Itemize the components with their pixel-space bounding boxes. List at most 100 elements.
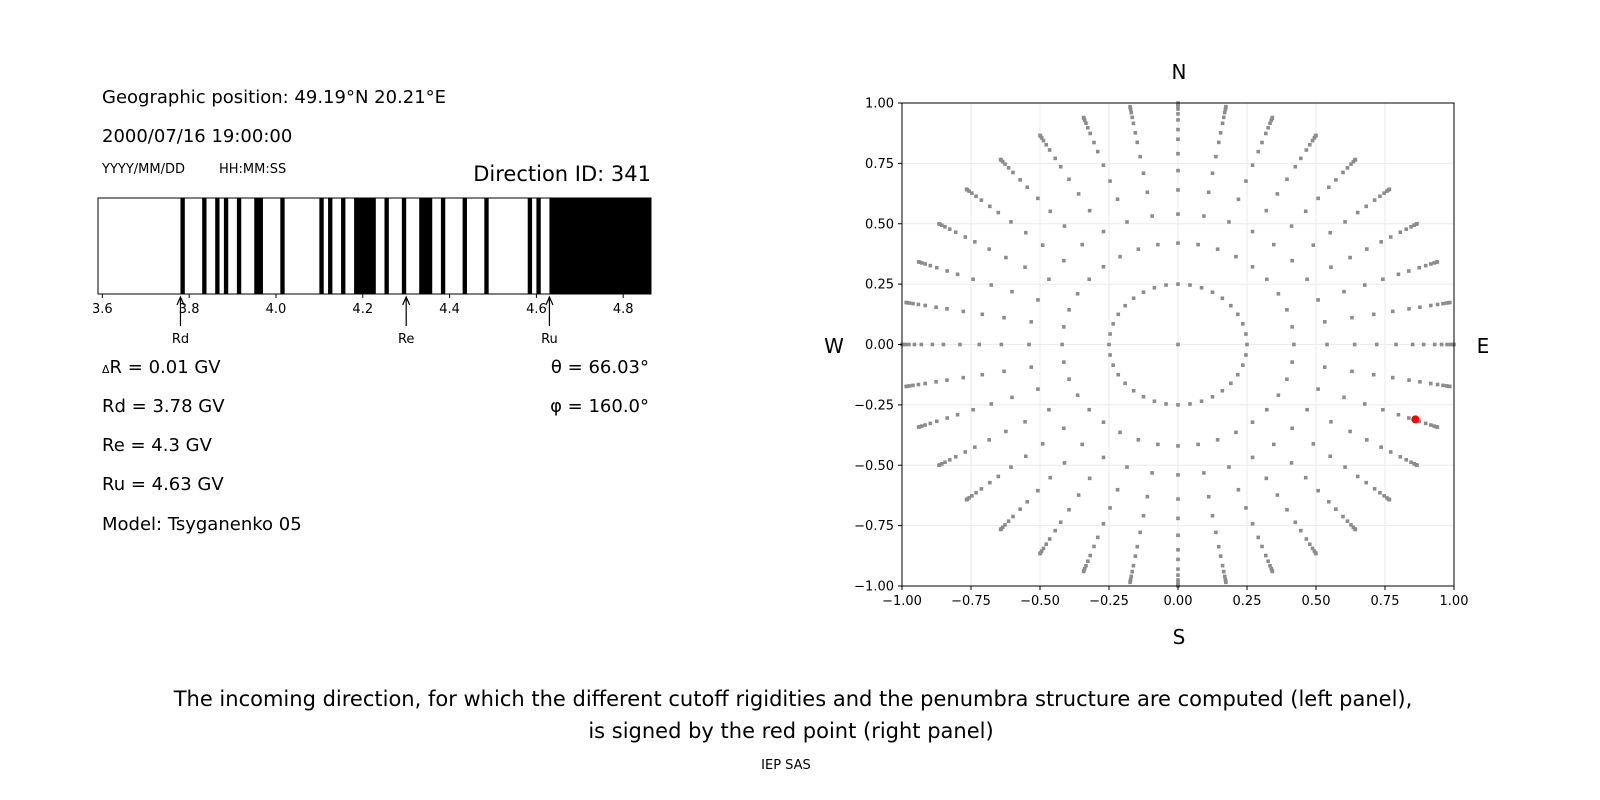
direction-point bbox=[1396, 272, 1401, 277]
direction-point bbox=[1210, 290, 1215, 295]
selected-direction-point bbox=[1411, 415, 1420, 424]
direction-point bbox=[1329, 419, 1333, 424]
direction-point bbox=[1216, 544, 1221, 549]
direction-point bbox=[1048, 475, 1053, 480]
forbidden-band bbox=[419, 198, 433, 294]
direction-point bbox=[1176, 112, 1180, 116]
direction-point bbox=[919, 342, 924, 347]
direction-point bbox=[1145, 190, 1150, 195]
direction-point bbox=[1044, 542, 1049, 547]
direction-point bbox=[1355, 474, 1360, 479]
direction-point bbox=[1108, 506, 1112, 510]
direction-point bbox=[945, 269, 949, 273]
direction-point bbox=[1009, 220, 1013, 224]
direction-id: Direction ID: 341 bbox=[473, 162, 651, 186]
direction-point bbox=[1299, 156, 1303, 161]
direction-point bbox=[1131, 563, 1136, 568]
direction-point bbox=[970, 494, 974, 498]
direction-point bbox=[1353, 157, 1358, 162]
forbidden-band bbox=[319, 198, 324, 294]
direction-point bbox=[1398, 230, 1403, 235]
direction-point bbox=[1199, 399, 1204, 404]
direction-point bbox=[1256, 535, 1261, 540]
direction-point bbox=[1088, 131, 1093, 136]
direction-point bbox=[1322, 365, 1327, 369]
direction-point bbox=[1390, 309, 1395, 314]
direction-point bbox=[1328, 230, 1333, 235]
direction-point bbox=[1210, 171, 1215, 176]
direction-point bbox=[1310, 546, 1315, 551]
direction-point bbox=[1133, 554, 1138, 558]
direction-point bbox=[1352, 342, 1357, 347]
direction-point bbox=[1152, 285, 1157, 290]
direction-point bbox=[1348, 255, 1352, 260]
re-value: Re = 4.3 GV bbox=[102, 435, 213, 456]
datetime: 2000/07/16 19:00:00 bbox=[102, 126, 292, 147]
direction-point bbox=[923, 262, 927, 266]
direction-point bbox=[1362, 402, 1367, 406]
direction-point bbox=[1111, 363, 1115, 367]
direction-point bbox=[1350, 369, 1354, 374]
direction-point bbox=[1131, 121, 1136, 126]
direction-point bbox=[907, 384, 912, 388]
direction-point bbox=[1150, 214, 1154, 218]
x-tick-label: 4.6 bbox=[526, 302, 547, 317]
direction-point bbox=[1307, 142, 1312, 147]
direction-point bbox=[1404, 227, 1409, 231]
direction-point bbox=[1334, 178, 1338, 182]
direction-point bbox=[998, 157, 1003, 162]
forbidden-band bbox=[536, 198, 541, 294]
direction-point bbox=[1412, 223, 1416, 227]
direction-point bbox=[1293, 164, 1298, 169]
model-name: Model: Tsyganenko 05 bbox=[102, 514, 302, 535]
forbidden-band bbox=[549, 198, 651, 294]
direction-point bbox=[1215, 438, 1220, 442]
direction-point bbox=[1128, 580, 1132, 585]
direction-point bbox=[988, 480, 992, 485]
direction-point bbox=[1141, 290, 1146, 295]
direction-point bbox=[1176, 151, 1180, 156]
direction-point bbox=[1439, 342, 1444, 347]
direction-point bbox=[1272, 442, 1276, 447]
direction-point bbox=[1188, 283, 1192, 287]
direction-point bbox=[1176, 403, 1180, 407]
direction-point bbox=[1387, 497, 1392, 502]
direction-point bbox=[1202, 471, 1206, 475]
direction-point bbox=[1135, 140, 1140, 145]
direction-point bbox=[1224, 104, 1228, 109]
direction-point bbox=[1129, 110, 1134, 115]
direction-point bbox=[1417, 265, 1422, 270]
direction-point bbox=[1293, 520, 1298, 525]
direction-point bbox=[1141, 171, 1146, 176]
direction-point bbox=[1448, 300, 1452, 305]
forbidden-band bbox=[223, 198, 229, 294]
direction-point bbox=[1010, 395, 1014, 400]
direction-point bbox=[1202, 214, 1206, 218]
strip-frame bbox=[97, 197, 652, 295]
direction-point bbox=[973, 240, 977, 244]
direction-point bbox=[1250, 265, 1255, 269]
direction-point bbox=[1381, 407, 1385, 412]
direction-point bbox=[1435, 382, 1440, 387]
direction-point bbox=[1131, 296, 1136, 301]
direction-point bbox=[1429, 262, 1433, 266]
forbidden-band bbox=[341, 198, 346, 294]
direction-point bbox=[934, 305, 938, 309]
direction-point bbox=[1229, 381, 1233, 386]
direction-point bbox=[1047, 537, 1052, 541]
direction-point bbox=[988, 204, 992, 209]
x-tick-label: 3.8 bbox=[179, 302, 200, 317]
direction-point bbox=[1176, 118, 1180, 122]
direction-point bbox=[1429, 423, 1433, 427]
direction-point bbox=[1371, 372, 1376, 377]
direction-point bbox=[937, 221, 941, 226]
phi-value: φ = 160.0° bbox=[550, 396, 649, 417]
direction-point bbox=[1188, 402, 1192, 406]
direction-point bbox=[1285, 377, 1289, 381]
direction-point bbox=[1029, 365, 1034, 369]
direction-point bbox=[1448, 342, 1453, 347]
direction-point bbox=[964, 187, 969, 192]
direction-point bbox=[1118, 254, 1122, 259]
direction-point bbox=[1378, 490, 1382, 495]
direction-point bbox=[928, 263, 933, 268]
